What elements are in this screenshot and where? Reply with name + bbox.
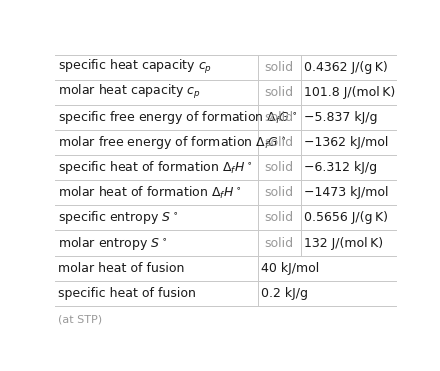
Text: molar heat of fusion: molar heat of fusion xyxy=(59,262,185,275)
Text: solid: solid xyxy=(264,186,294,199)
Text: 0.4362 J/(g K): 0.4362 J/(g K) xyxy=(304,60,388,73)
Text: −6.312 kJ/g: −6.312 kJ/g xyxy=(304,161,377,174)
Text: molar heat of formation $\Delta_f H^\circ$: molar heat of formation $\Delta_f H^\cir… xyxy=(59,185,242,201)
Text: specific entropy $S^\circ$: specific entropy $S^\circ$ xyxy=(59,209,179,226)
Text: specific free energy of formation $\Delta_f G^\circ$: specific free energy of formation $\Delt… xyxy=(59,109,297,126)
Text: 40 kJ/mol: 40 kJ/mol xyxy=(261,262,319,275)
Text: −1473 kJ/mol: −1473 kJ/mol xyxy=(304,186,389,199)
Text: molar heat capacity $c_p$: molar heat capacity $c_p$ xyxy=(59,83,202,101)
Text: 0.2 kJ/g: 0.2 kJ/g xyxy=(261,287,308,300)
Text: −1362 kJ/mol: −1362 kJ/mol xyxy=(304,136,389,149)
Text: 132 J/(mol K): 132 J/(mol K) xyxy=(304,237,383,250)
Text: (at STP): (at STP) xyxy=(59,315,103,325)
Text: solid: solid xyxy=(264,211,294,224)
Text: molar free energy of formation $\Delta_f G^\circ$: molar free energy of formation $\Delta_f… xyxy=(59,134,286,151)
Text: solid: solid xyxy=(264,111,294,124)
Text: specific heat of fusion: specific heat of fusion xyxy=(59,287,196,300)
Text: 0.5656 J/(g K): 0.5656 J/(g K) xyxy=(304,211,388,224)
Text: solid: solid xyxy=(264,161,294,174)
Text: specific heat capacity $c_p$: specific heat capacity $c_p$ xyxy=(59,58,213,76)
Text: specific heat of formation $\Delta_f H^\circ$: specific heat of formation $\Delta_f H^\… xyxy=(59,159,253,176)
Text: molar entropy $S^\circ$: molar entropy $S^\circ$ xyxy=(59,234,168,252)
Text: solid: solid xyxy=(264,237,294,250)
Text: solid: solid xyxy=(264,60,294,73)
Text: −5.837 kJ/g: −5.837 kJ/g xyxy=(304,111,378,124)
Text: solid: solid xyxy=(264,136,294,149)
Text: 101.8 J/(mol K): 101.8 J/(mol K) xyxy=(304,86,395,99)
Text: solid: solid xyxy=(264,86,294,99)
